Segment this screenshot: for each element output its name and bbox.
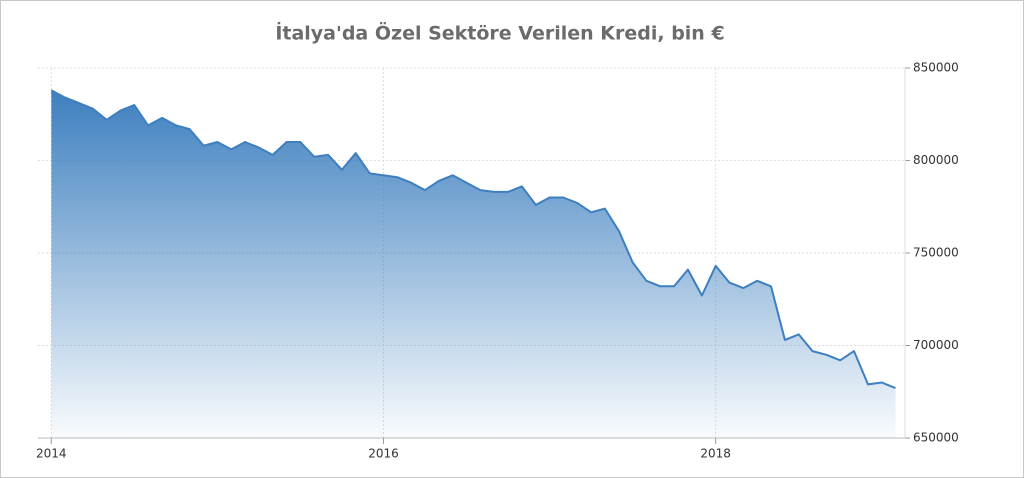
- area-fill: [51, 90, 896, 438]
- x-tick-label: 2016: [368, 447, 399, 461]
- chart-title: İtalya'da Özel Sektöre Verilen Kredi, bi…: [275, 21, 724, 45]
- x-tick-label: 2018: [700, 447, 731, 461]
- y-tick-label: 850000: [913, 61, 959, 75]
- y-tick-label: 650000: [913, 431, 959, 445]
- y-tick-label: 750000: [913, 246, 959, 260]
- y-tick-label: 800000: [913, 153, 959, 167]
- line: [50, 89, 896, 390]
- x-tick-label: 2014: [36, 447, 67, 461]
- y-tick-label: 700000: [913, 338, 959, 352]
